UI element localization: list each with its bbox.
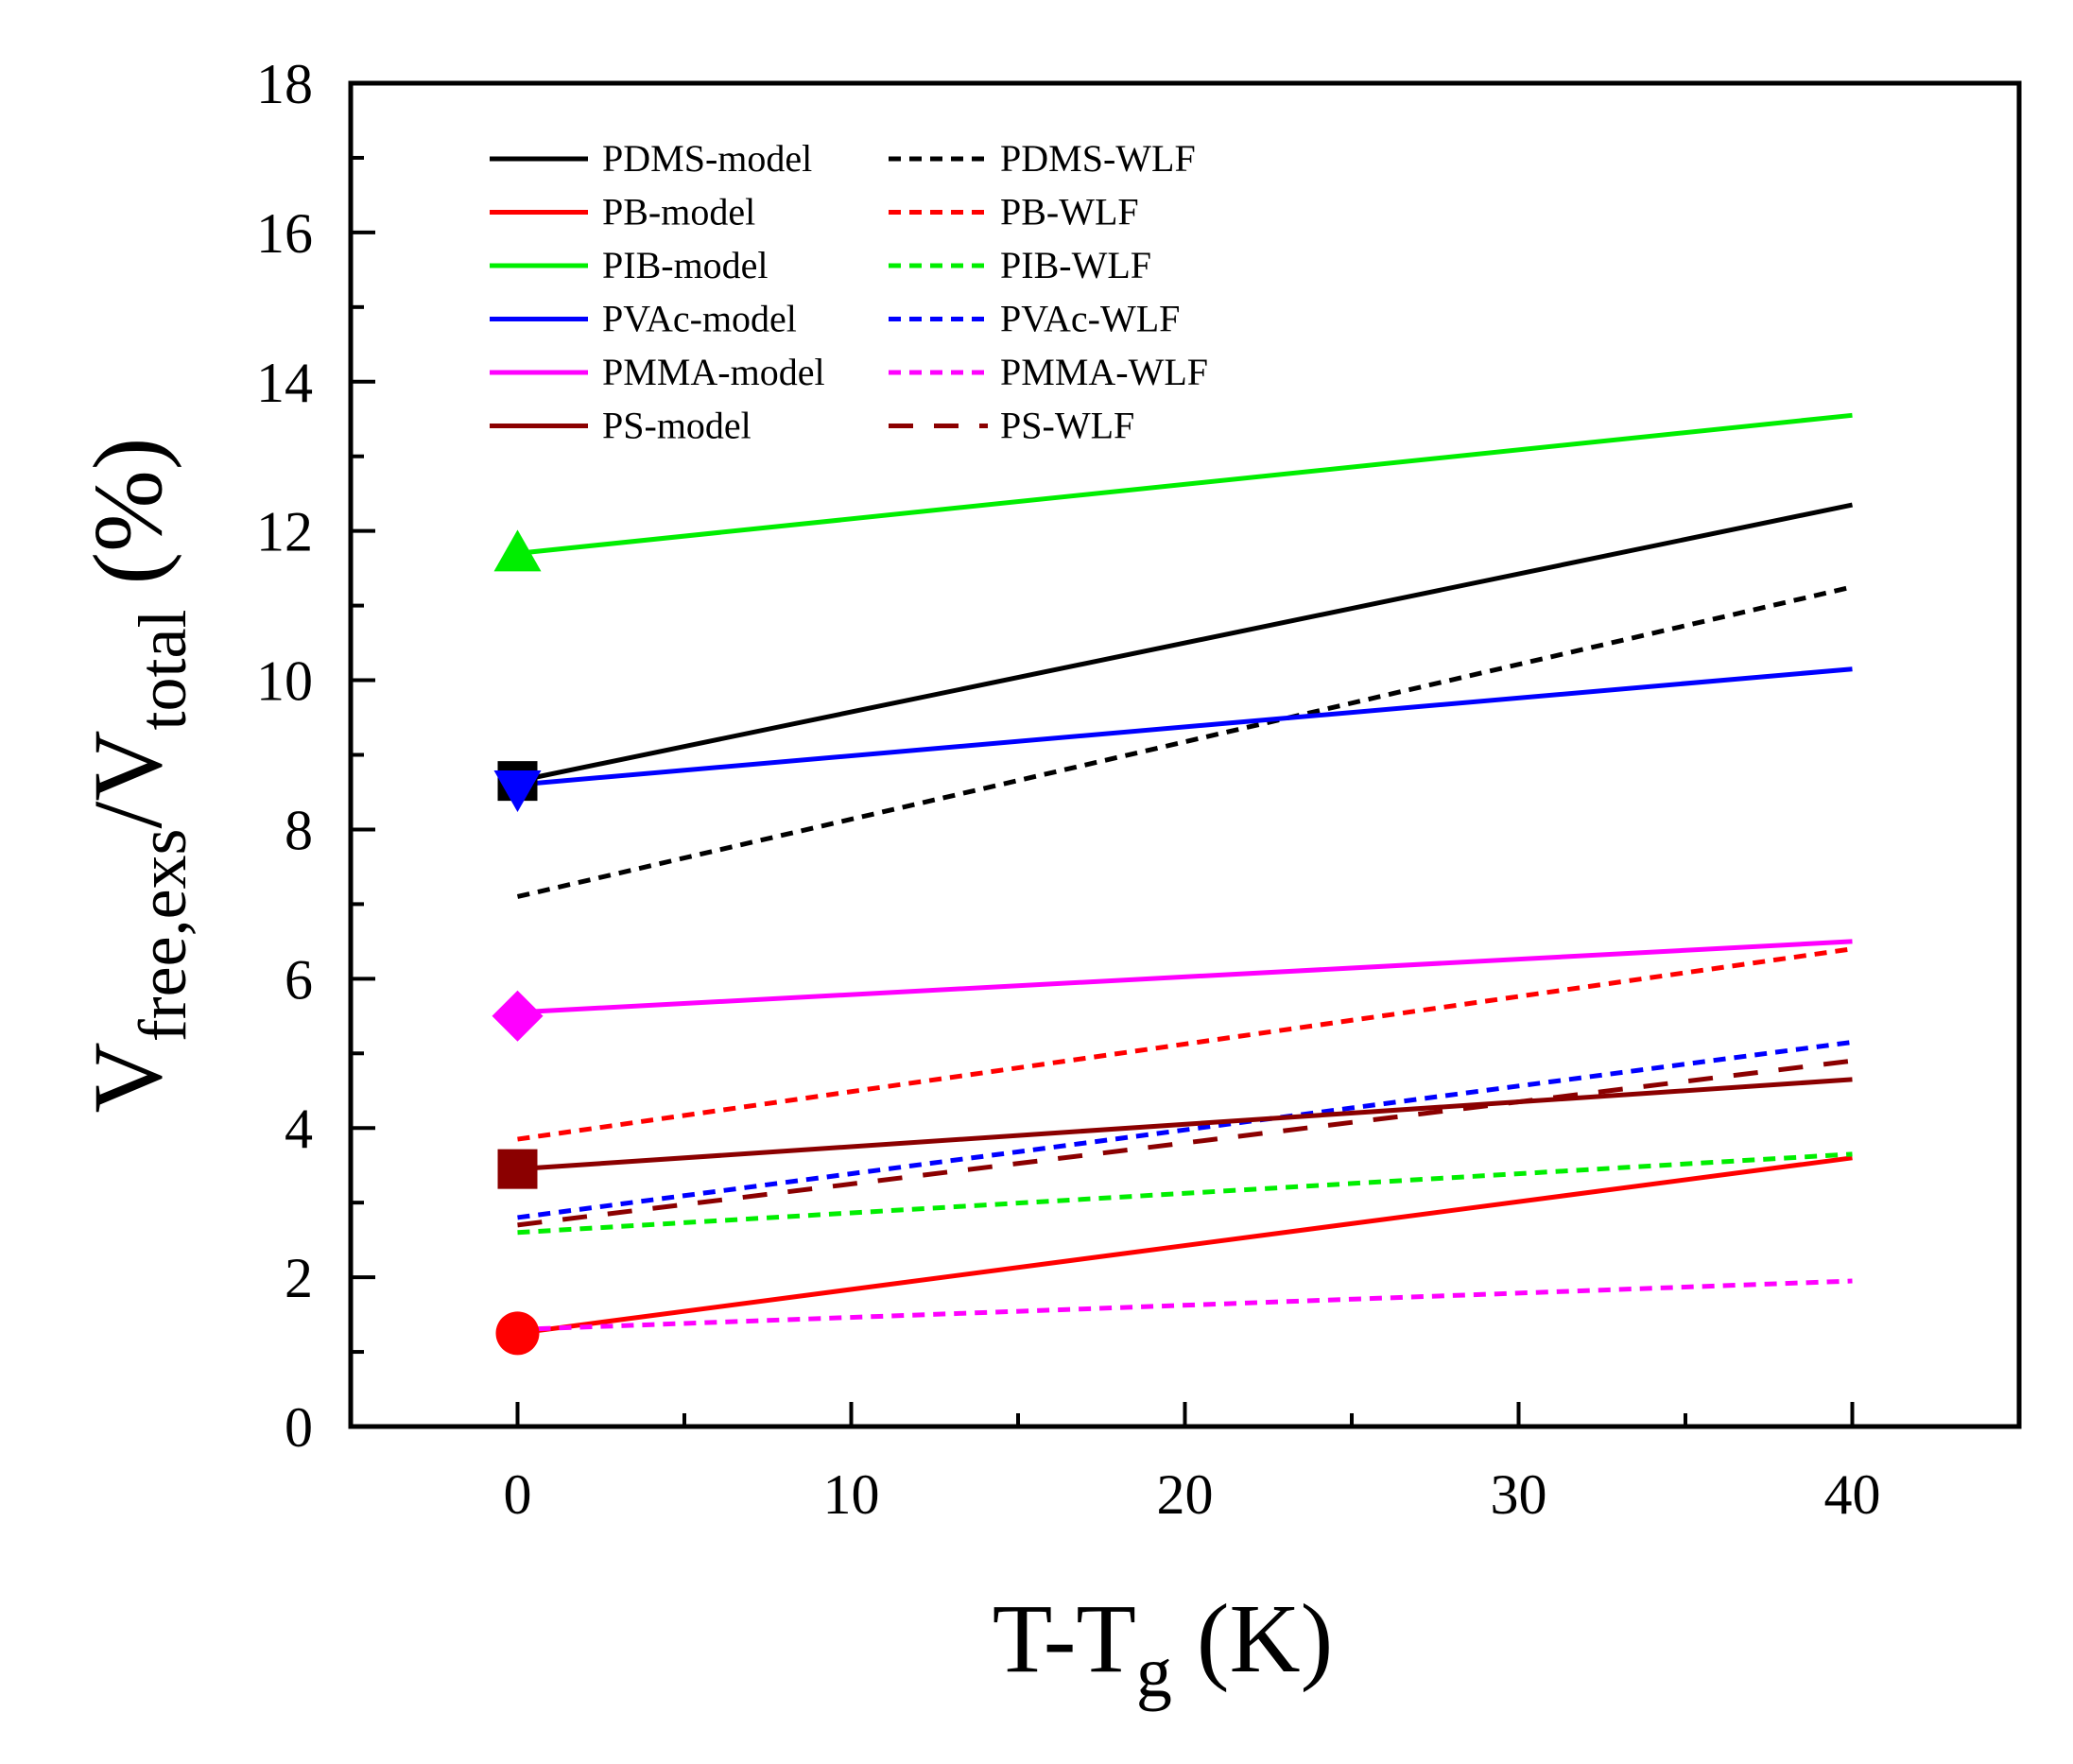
ps-model-marker <box>497 1149 538 1189</box>
y-axis-title-main: V <box>74 1042 182 1113</box>
y-axis-title-slash: /V <box>74 730 182 828</box>
series-pvac-wlf <box>517 1039 1853 1220</box>
x-axis-title-main: T-T <box>993 1584 1136 1693</box>
x-tick-label: 40 <box>1824 1463 1881 1526</box>
series-pmma-wlf <box>517 1278 1853 1332</box>
x-axis-title-sub: g <box>1136 1633 1172 1712</box>
series-ps-wlf <box>517 1058 1853 1228</box>
series-pb-model <box>517 1155 1853 1336</box>
x-tick-label: 0 <box>504 1463 532 1526</box>
series-pib-wlf <box>517 1151 1853 1236</box>
x-tick-label: 20 <box>1157 1463 1214 1526</box>
legend-label-pdms-wlf: PDMS-WLF <box>1000 137 1196 180</box>
y-axis-title-unit: (%) <box>74 438 182 610</box>
pvac-model-marker <box>493 770 542 813</box>
y-tick-label: 12 <box>256 501 313 563</box>
y-tick-label: 2 <box>285 1247 313 1309</box>
y-axis-title-sub2: total <box>125 609 200 730</box>
series-ps-model <box>517 1077 1853 1172</box>
pmma-model-marker <box>492 990 544 1042</box>
marker-layer <box>492 529 544 1356</box>
series-pmma-model <box>517 939 1853 1015</box>
pb-model-marker <box>495 1311 540 1356</box>
y-axis-title-sub1: free,exs <box>125 828 200 1042</box>
legend: PDMS-model PDMS-WLF PB-model PB-WLF PIB-mode… <box>490 137 1208 447</box>
series-pb-wlf <box>517 946 1853 1142</box>
y-tick-label: 6 <box>285 948 313 1011</box>
x-axis-title-unit: (K) <box>1172 1584 1333 1693</box>
y-tick-label: 10 <box>256 650 313 713</box>
y-tick-label: 14 <box>256 352 313 414</box>
legend-label-ps-wlf: PS-WLF <box>1000 405 1134 447</box>
x-tick-label: 10 <box>823 1463 880 1526</box>
series-pdms-model <box>516 502 1854 784</box>
legend-label-pib-wlf: PIB-WLF <box>1000 244 1151 286</box>
x-axis-title: T-Tg (K) <box>993 1584 1334 1712</box>
legend-label-pvac-wlf: PVAc-WLF <box>1000 298 1180 340</box>
plot-frame <box>348 80 2022 1429</box>
y-tick-label: 18 <box>256 53 313 115</box>
y-tick-label: 4 <box>285 1098 313 1160</box>
legend-label-pmma-wlf: PMMA-WLF <box>1000 351 1208 393</box>
legend-label-ps-model: PS-model <box>602 405 751 447</box>
pib-model-marker <box>493 529 542 572</box>
legend-label-pib-model: PIB-model <box>602 244 769 286</box>
legend-label-pmma-model: PMMA-model <box>602 351 825 393</box>
legend-label-pdms-model: PDMS-model <box>602 137 812 180</box>
series-pib-model <box>517 412 1853 556</box>
y-tick-label: 0 <box>285 1396 313 1459</box>
series-layer <box>516 412 1854 1336</box>
y-tick-label: 8 <box>285 799 313 861</box>
series-pvac-model <box>517 666 1853 787</box>
axis-ticks: 0 10 20 30 40 0 2 4 6 8 10 12 14 16 18 <box>256 53 1881 1526</box>
y-tick-label: 16 <box>256 202 313 265</box>
legend-label-pb-model: PB-model <box>602 191 755 233</box>
x-tick-label: 30 <box>1491 1463 1547 1526</box>
y-axis-title: Vfree,exs/Vtotal (%) <box>74 438 200 1114</box>
legend-label-pvac-model: PVAc-model <box>602 298 797 340</box>
legend-label-pb-wlf: PB-WLF <box>1000 191 1139 233</box>
